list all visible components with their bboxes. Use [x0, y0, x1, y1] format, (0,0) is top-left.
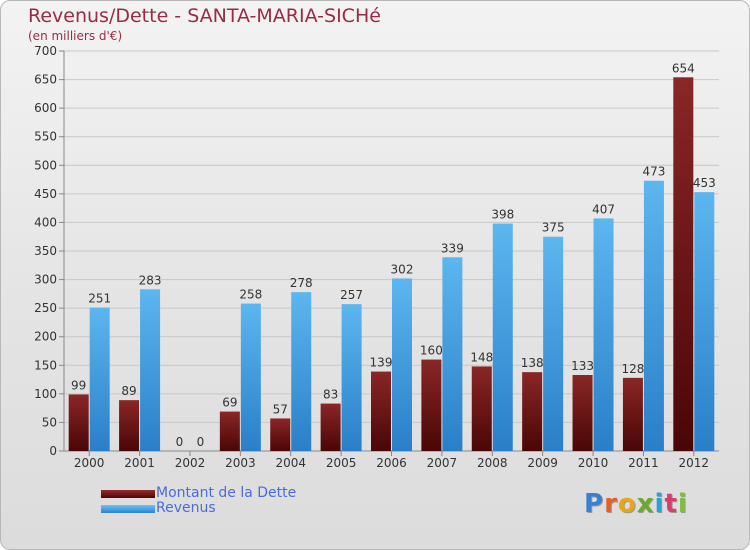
legend-label-debt: Montant de la Dette [156, 485, 297, 501]
revenue-bar [140, 289, 161, 451]
revenue-value-label: 283 [139, 273, 162, 287]
x-tick-label: 2003 [225, 456, 256, 470]
x-tick-label: 2011 [628, 456, 659, 470]
x-tick-label: 2007 [427, 456, 458, 470]
revenue-value-label: 453 [693, 176, 716, 190]
x-tick-label: 2006 [376, 456, 407, 470]
y-tick-label: 300 [34, 273, 57, 287]
debt-bar [622, 377, 643, 451]
debt-bar [320, 403, 341, 451]
debt-bar [119, 400, 140, 451]
x-tick-label: 2002 [175, 456, 206, 470]
x-tick-label: 2010 [578, 456, 609, 470]
y-tick-label: 250 [34, 301, 57, 315]
debt-value-label: 83 [323, 388, 338, 402]
x-tick-label: 2009 [527, 456, 558, 470]
debt-bar [471, 366, 492, 451]
logo-letter: i [677, 489, 688, 519]
debt-value-label: 57 [273, 402, 288, 416]
y-tick-label: 350 [34, 244, 57, 258]
revenue-bar [492, 223, 513, 451]
revenue-bar [89, 307, 110, 451]
revenue-value-label: 407 [592, 202, 615, 216]
debt-bar [673, 77, 694, 452]
revenue-bar [240, 303, 261, 451]
y-tick-label: 400 [34, 215, 57, 229]
legend: Montant de la Dette Revenus [101, 485, 421, 517]
revenue-value-label: 302 [391, 262, 414, 276]
y-tick-label: 600 [34, 101, 57, 115]
y-tick-label: 650 [34, 73, 57, 87]
debt-bar [572, 375, 593, 451]
debt-bar [421, 359, 442, 451]
revenue-bar [593, 218, 614, 451]
logo-letter: P [584, 489, 605, 519]
debt-value-label: 89 [121, 384, 136, 398]
revenue-bar [341, 304, 362, 451]
revenue-bar [543, 236, 564, 451]
y-tick-label: 100 [34, 387, 57, 401]
revenue-bar [442, 257, 463, 451]
y-tick-label: 200 [34, 330, 57, 344]
revenue-bar [643, 180, 664, 451]
x-tick-label: 2005 [326, 456, 357, 470]
x-tick-label: 2012 [679, 456, 710, 470]
y-tick-label: 0 [49, 444, 57, 458]
revenue-bar [694, 192, 715, 451]
legend-label-revenue: Revenus [156, 500, 216, 516]
chart-title: Revenus/Dette - SANTA-MARIA-SICHé [28, 5, 381, 27]
y-tick-label: 700 [34, 44, 57, 58]
legend-item-debt: Montant de la Dette [101, 485, 421, 502]
debt-value-label: 138 [521, 356, 544, 370]
revenue-value-label: 375 [542, 221, 565, 235]
revenue-value-label: 473 [642, 165, 665, 179]
x-tick-label: 2008 [477, 456, 508, 470]
x-tick-label: 2001 [124, 456, 155, 470]
logo-letter: o [617, 489, 637, 519]
logo-letter: x [636, 489, 655, 519]
logo-letter: t [664, 489, 678, 519]
legend-item-revenue: Revenus [101, 500, 421, 517]
revenue-value-label: 258 [239, 288, 262, 302]
chart-subtitle: (en milliers d'€) [28, 29, 123, 43]
debt-value-label: 0 [176, 435, 184, 449]
x-tick-label: 2000 [74, 456, 105, 470]
debt-bar [371, 371, 391, 451]
y-tick-label: 500 [34, 158, 57, 172]
y-tick-label: 550 [34, 130, 57, 144]
debt-value-label: 133 [571, 359, 594, 373]
logo-letter: i [654, 489, 665, 519]
debt-value-label: 128 [621, 362, 644, 376]
revenue-bar [291, 292, 312, 451]
y-tick-label: 50 [42, 415, 57, 429]
debt-value-label: 99 [71, 378, 86, 392]
legend-swatch-debt [101, 490, 155, 498]
legend-swatch-revenue [101, 505, 155, 513]
revenue-value-label: 0 [197, 435, 205, 449]
debt-value-label: 148 [470, 350, 493, 364]
revenue-value-label: 339 [441, 241, 464, 255]
debt-bar [68, 394, 89, 451]
revenue-value-label: 257 [340, 288, 363, 302]
revenue-value-label: 278 [290, 276, 313, 290]
logo-letter: r [604, 489, 618, 519]
debt-value-label: 69 [222, 396, 237, 410]
debt-bar [522, 372, 543, 451]
proxiti-logo: Proxiti [584, 489, 688, 519]
debt-value-label: 654 [672, 61, 695, 75]
debt-bar [270, 418, 291, 451]
debt-value-label: 139 [370, 356, 393, 370]
y-tick-label: 150 [34, 358, 57, 372]
revenue-value-label: 398 [491, 208, 514, 222]
x-tick-label: 2004 [275, 456, 306, 470]
y-tick-label: 450 [34, 187, 57, 201]
debt-value-label: 160 [420, 344, 443, 358]
revenue-bar [392, 278, 412, 451]
revenue-value-label: 251 [88, 292, 111, 306]
debt-bar [219, 411, 240, 451]
